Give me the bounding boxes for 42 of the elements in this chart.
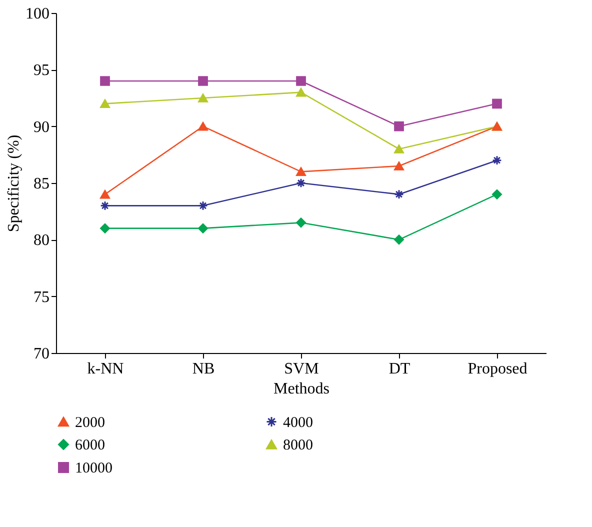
y-tick-label: 90 — [34, 118, 50, 136]
y-tick-label: 95 — [34, 62, 50, 80]
point — [100, 200, 110, 211]
point — [100, 223, 110, 234]
point — [100, 190, 110, 199]
point — [198, 76, 208, 86]
legend-label: 2000 — [75, 414, 105, 431]
point — [394, 121, 404, 132]
legend-label: 8000 — [283, 438, 313, 454]
y-tick-label: 100 — [26, 6, 50, 22]
x-axis-title: Methods — [274, 380, 330, 398]
x-tick-label: Proposed — [468, 360, 528, 378]
point — [394, 144, 404, 154]
legend-label: 6000 — [75, 438, 105, 454]
point — [296, 88, 306, 97]
point — [296, 178, 306, 188]
point — [198, 200, 208, 211]
point — [198, 223, 208, 234]
point — [492, 98, 502, 109]
point — [394, 189, 404, 200]
y-tick-label: 70 — [34, 346, 50, 362]
legend-label: 4000 — [283, 414, 313, 431]
point — [492, 155, 502, 166]
x-tick-label: NB — [192, 360, 215, 378]
point — [296, 167, 306, 176]
legend-label: 10000 — [75, 460, 112, 476]
x-tick-label: SVM — [284, 360, 319, 378]
y-tick-label: 75 — [34, 288, 50, 306]
point — [296, 218, 306, 228]
point — [198, 94, 208, 102]
point — [492, 189, 502, 200]
y-tick-label: 80 — [34, 232, 50, 250]
point — [296, 76, 306, 86]
point — [394, 234, 404, 245]
y-tick-label: 85 — [34, 176, 50, 192]
point — [198, 122, 208, 131]
y-axis-title: Specificity (%) — [6, 134, 22, 232]
point — [394, 162, 404, 170]
point — [100, 76, 110, 86]
point — [100, 99, 110, 108]
x-tick-label: k-NN — [87, 360, 124, 378]
x-tick-label: DT — [388, 360, 410, 378]
